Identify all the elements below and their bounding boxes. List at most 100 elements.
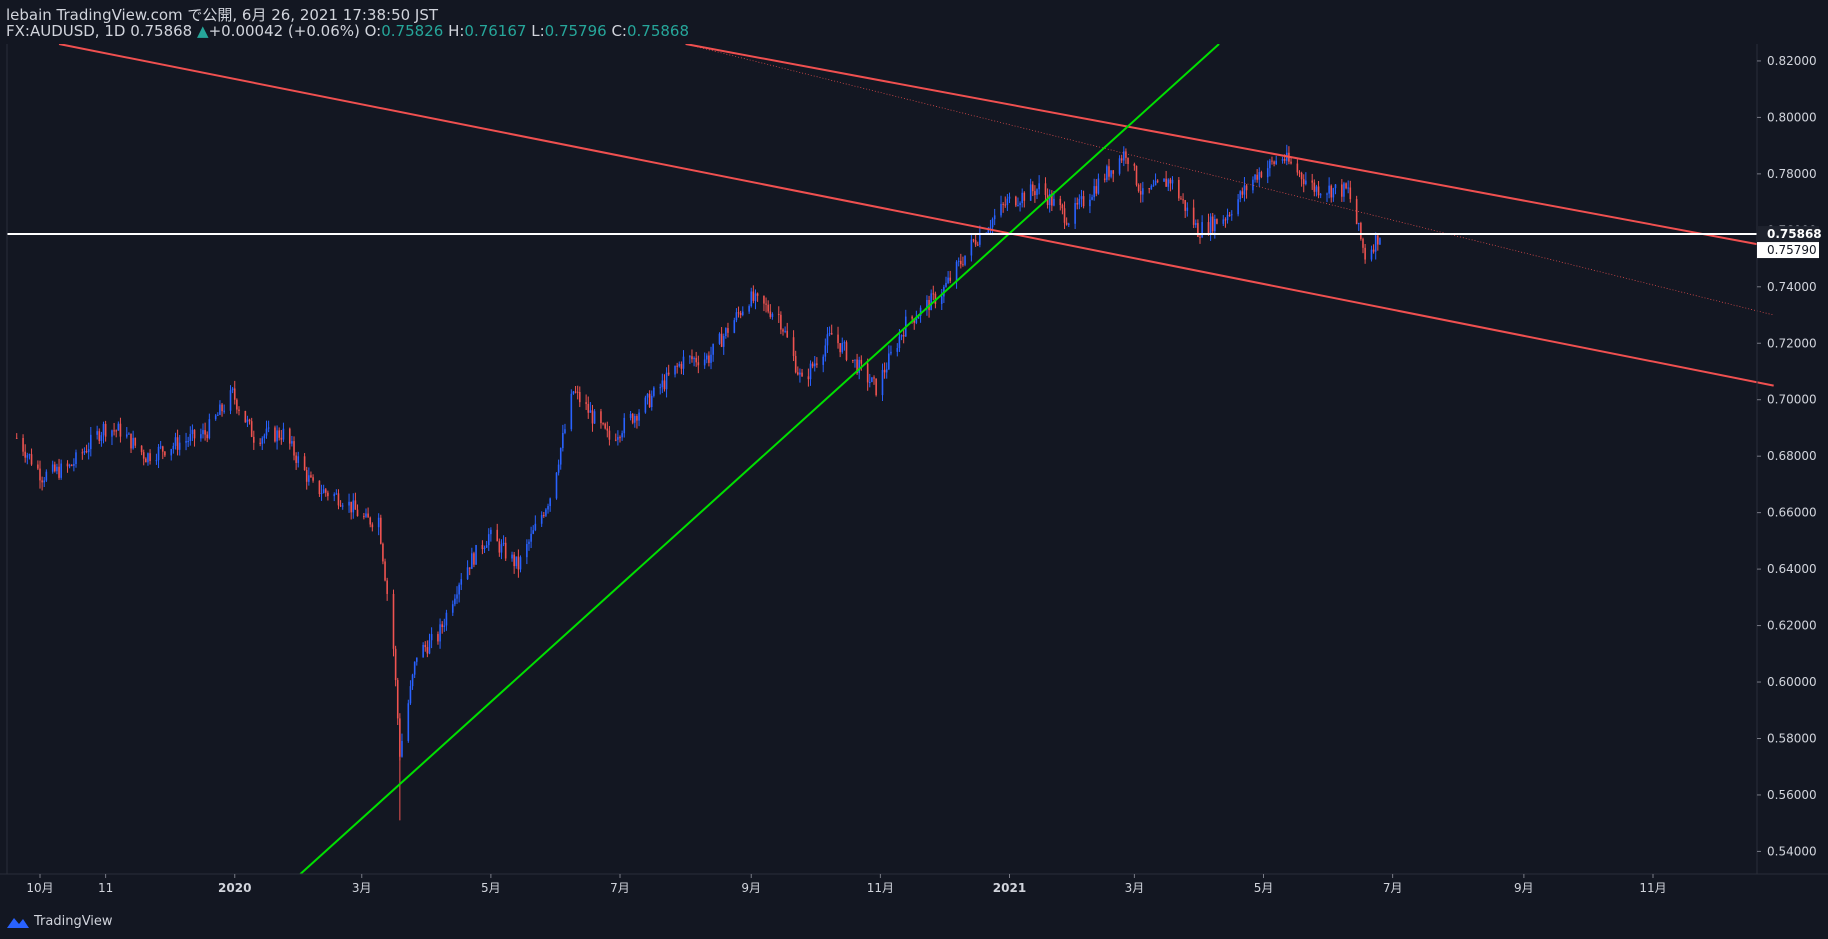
candle-body [411, 674, 414, 687]
candle-body [1059, 198, 1062, 206]
candle-body [22, 437, 24, 452]
candle-body [614, 439, 617, 441]
candle-body [159, 446, 162, 448]
candle-body [1192, 207, 1195, 225]
candle-body [1298, 172, 1301, 174]
candle-body [1061, 205, 1064, 209]
candle-body [354, 500, 357, 510]
candle-body [504, 542, 507, 559]
candle-body [1078, 198, 1081, 205]
candle-body [947, 277, 949, 283]
candle-body [231, 388, 234, 391]
candle-body [1006, 198, 1009, 206]
candle-body [1254, 174, 1256, 180]
price-tick-label: 0.72000 [1767, 336, 1817, 350]
price-tick-label: 0.60000 [1767, 675, 1817, 689]
candle-body [1214, 218, 1216, 232]
candle-body [1076, 203, 1079, 205]
candle-body [1063, 208, 1066, 223]
candle-body [513, 554, 515, 567]
candle-body [68, 464, 71, 467]
candle-body [496, 529, 499, 542]
candle-body [1364, 247, 1366, 260]
candle-body [1201, 222, 1203, 238]
prev-price-box [1757, 242, 1819, 259]
candle-body [619, 437, 621, 439]
candle-body [318, 480, 321, 494]
candle-body [117, 423, 120, 431]
candle-body [578, 392, 581, 403]
candle-body [919, 307, 922, 316]
candle-body [604, 423, 606, 429]
candle-body [1300, 172, 1303, 180]
candle-body [291, 441, 293, 444]
candle-body [246, 419, 249, 423]
candle-body [1245, 185, 1248, 191]
candle-body [1332, 188, 1335, 198]
candle-body [1258, 172, 1261, 180]
candle-body [178, 442, 181, 450]
candle-body [557, 464, 560, 473]
time-tick-label: 9月 [1514, 881, 1534, 895]
candle-body [682, 356, 685, 369]
candle-body [1317, 186, 1320, 196]
candle-body [1230, 214, 1233, 216]
candle-body [754, 293, 757, 301]
candle-body [282, 428, 285, 440]
candle-body [441, 624, 443, 628]
candle-body [934, 293, 937, 304]
candle-body [868, 381, 871, 383]
candle-body [816, 363, 818, 365]
candle-body [327, 492, 329, 497]
candle-body [875, 378, 877, 396]
candle-body [1315, 186, 1318, 192]
candle-body [1226, 214, 1229, 221]
candle-body [229, 390, 232, 411]
candle-body [1137, 184, 1140, 192]
low-label: L: [531, 22, 545, 40]
candle-body [350, 501, 352, 513]
time-tick-label: 11月 [867, 881, 894, 895]
candle-body [100, 435, 103, 441]
candle-body [15, 437, 18, 439]
candle-body [1224, 219, 1227, 221]
candle-body [727, 328, 729, 333]
candle-body [1355, 199, 1358, 225]
candle-body [1125, 151, 1127, 158]
candle-body [940, 296, 943, 304]
candle-body [911, 316, 913, 319]
price-tick-label: 0.54000 [1767, 844, 1817, 858]
candle-body [439, 624, 441, 642]
candle-body [468, 567, 471, 569]
candle-body [170, 449, 173, 456]
candle-body [96, 431, 98, 435]
candle-body [392, 593, 395, 649]
candle-body [780, 314, 782, 330]
price-tick-label: 0.70000 [1767, 393, 1817, 407]
candle-body [1127, 157, 1129, 164]
candle-body [413, 661, 416, 675]
candle-body [335, 493, 338, 495]
candle-body [629, 413, 632, 418]
candle-body [617, 437, 619, 440]
candle-body [208, 419, 211, 439]
candle-body [172, 445, 175, 450]
candle-body [979, 233, 981, 245]
candle-body [678, 363, 681, 367]
candle-body [295, 455, 297, 463]
candle-body [312, 477, 314, 481]
candle-body [1305, 180, 1307, 185]
candle-body [189, 433, 192, 442]
candle-body [737, 312, 740, 314]
candle-body [1186, 207, 1189, 211]
candle-body [532, 530, 535, 534]
candle-body [710, 354, 712, 363]
candle-body [498, 541, 501, 553]
candle-body [841, 342, 844, 353]
candle-body [1207, 222, 1210, 234]
candle-body [813, 363, 816, 367]
channel-upper-line [685, 43, 1774, 249]
candle-body [917, 315, 920, 319]
candle-body [475, 545, 477, 565]
